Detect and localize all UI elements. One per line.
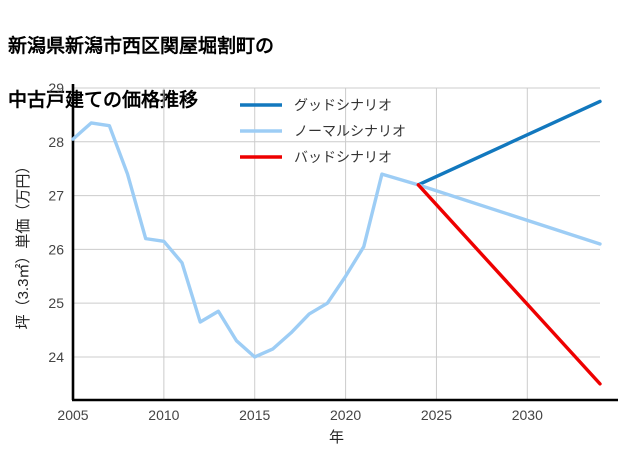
x-tick-label: 2030 [512,407,543,423]
series-line [71,121,602,359]
y-tick-label: 28 [48,134,64,150]
data-series-group [71,99,602,386]
legend-label: バッドシナリオ [294,149,392,165]
legend-label: グッドシナリオ [294,97,392,113]
y-axis-tick-labels: 24 25 26 27 28 29 [48,80,64,365]
x-tick-label: 2010 [148,407,179,423]
x-tick-label: 2025 [421,407,452,423]
y-tick-label: 27 [48,188,64,204]
y-axis-title: 坪（3.3㎡）単価（万円） [15,159,32,330]
x-tick-label: 2020 [330,407,361,423]
axis-lines [71,84,618,402]
y-tick-label: 26 [48,241,64,257]
x-axis-tick-labels: 2005 2010 2015 2020 2025 2030 [57,407,543,423]
x-tick-label: 2015 [239,407,270,423]
gridlines [73,87,600,400]
series-line [416,183,602,386]
legend-label: ノーマルシナリオ [294,123,406,139]
chart-title: 新潟県新潟市西区関屋堀割町の 中古戸建ての価格推移 [8,7,608,142]
x-tick-label: 2005 [57,407,88,423]
series-line [416,99,602,187]
x-axis-title: 年 [329,429,344,446]
chart-title-line-1: 新潟県新潟市西区関屋堀割町の [8,35,275,57]
y-tick-label: 25 [48,295,64,311]
y-tick-label: 29 [48,80,64,96]
chart-title-line-2: 中古戸建ての価格推移 [8,89,199,111]
y-tick-label: 24 [48,349,64,365]
